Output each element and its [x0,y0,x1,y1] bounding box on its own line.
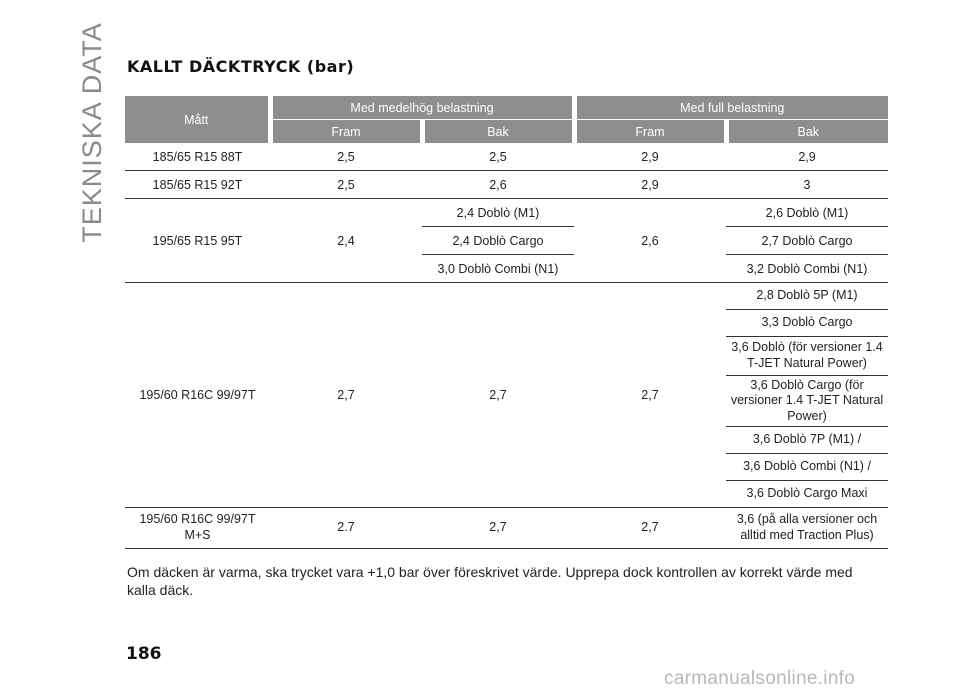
cell-medium-rear: 2,6 [422,170,574,199]
cell-medium-rear: 2,5 [422,143,574,171]
table-row: 195/65 R15 95T 2,4 2,4 Doblò (M1) 2,6 2,… [125,198,889,283]
cell-medium-rear: 2,4 Doblò (M1) [422,198,574,227]
cell-size: 195/65 R15 95T [125,198,270,283]
cell-full-rear: 3 [726,170,889,199]
cell-size: 195/60 R16C 99/97T [125,282,270,508]
cell-medium-rear: 2,4 Doblò Cargo [422,226,574,255]
cell-full-front: 2,7 [574,507,726,549]
cell-full-rear: 3,6 Doblò Cargo Maxi [726,480,889,508]
cell-full-rear: 3,6 Doblò Combi (N1) / [726,453,889,481]
table-subrow: 2,4 Doblò Cargo 2,7 Doblò Cargo [125,226,889,255]
cell-size: 185/65 R15 92T [125,170,270,199]
tire-pressure-table: Mått Med medelhög belastning Med full be… [125,96,889,549]
header-full-rear: Bak [723,119,889,143]
cell-full-rear: 3,2 Doblò Combi (N1) [726,254,889,283]
page-title: KALLT DÄCKTRYCK (bar) [127,57,355,76]
section-side-title: TEKNISKA DATA [77,22,107,243]
table-subheader-row: Fram Bak Fram Bak [125,119,889,143]
table-row: 195/60 R16C 99/97T M+S 2.7 2,7 2,7 3,6 (… [125,507,889,549]
table-row: 195/60 R16C 99/97T 2,7 2,7 2,7 2,8 Doblò… [125,282,889,508]
cell-medium-front: 2,7 [270,282,422,508]
watermark-text: carmanualsonline.info [664,668,856,689]
cell-full-rear: 2,9 [726,143,889,171]
table-subrow: 3,6 Doblò 7P (M1) / [125,426,889,454]
cell-full-rear: 2,6 Doblò (M1) [726,198,889,227]
cell-full-rear: 2,8 Doblò 5P (M1) [726,282,889,310]
cell-full-rear: 3,3 Doblò Cargo [726,309,889,337]
cell-full-front: 2,6 [574,198,726,283]
cell-full-rear: 3,6 (på alla versioner och alltid med Tr… [726,507,889,549]
header-medium-rear: Bak [419,119,574,143]
cell-full-front: 2,9 [574,143,726,171]
cell-medium-front: 2,5 [270,170,422,199]
cell-full-rear: 3,6 Doblò Cargo (för versioner 1.4 T-JET… [726,375,889,427]
table-subrow: 3,6 Doblò Cargo (för versioner 1.4 T-JET… [125,375,889,427]
cell-medium-front: 2,5 [270,143,422,171]
cell-medium-rear: 3,0 Doblò Combi (N1) [422,254,574,283]
cell-full-front: 2,7 [574,282,726,508]
cell-full-rear: 2,7 Doblò Cargo [726,226,889,255]
table-subrow: 3,6 Doblò Combi (N1) / [125,453,889,481]
warm-tire-note: Om däcken är varma, ska trycket vara +1,… [127,564,853,598]
table-subrow: 3,6 Doblò Cargo Maxi [125,480,889,508]
header-size: Mått [125,96,270,143]
header-full-load: Med full belastning [571,96,889,120]
table-header-row: Mått Med medelhög belastning Med full be… [125,96,889,143]
cell-medium-rear: 2,7 [422,282,574,508]
side-title-text: TEKNISKA DATA [76,22,107,243]
cell-size: 185/65 R15 88T [125,143,270,171]
table-row: 185/65 R15 92T 2,5 2,6 2,9 3 [125,170,889,199]
cell-full-front: 2,9 [574,170,726,199]
cell-size: 195/60 R16C 99/97T M+S [125,507,270,549]
cell-medium-front: 2,4 [270,198,422,283]
table-subrow: 3,3 Doblò Cargo [125,309,889,337]
page-number: 186 [126,644,162,664]
cell-full-rear: 3,6 Doblò (för versioner 1.4 T-JET Natur… [726,336,889,376]
header-medium-load: Med medelhög belastning [267,96,574,120]
header-full-front: Fram [571,119,726,143]
table-subrow: 3,6 Doblò (för versioner 1.4 T-JET Natur… [125,336,889,376]
cell-medium-rear: 2,7 [422,507,574,549]
header-medium-front: Fram [267,119,422,143]
table-row: 185/65 R15 88T 2,5 2,5 2,9 2,9 [125,143,889,171]
cell-full-rear: 3,6 Doblò 7P (M1) / [726,426,889,454]
cell-medium-front: 2.7 [270,507,422,549]
table-subrow: 3,0 Doblò Combi (N1) 3,2 Doblò Combi (N1… [125,254,889,283]
